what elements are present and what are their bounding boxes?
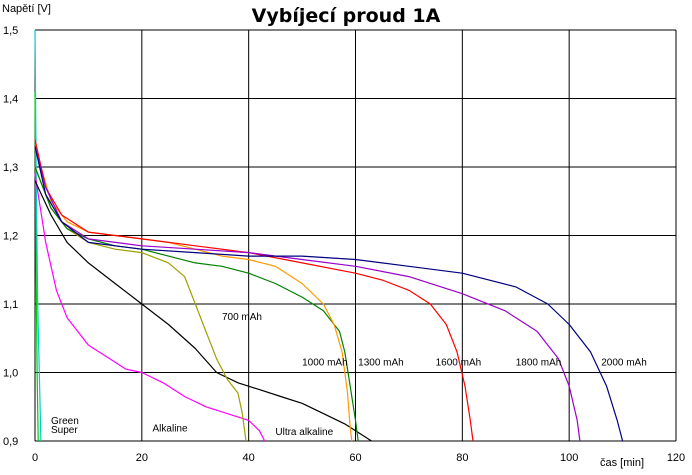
x-tick-label: 120	[667, 452, 685, 464]
y-tick-label: 1,4	[3, 94, 18, 106]
series-label: Ultra alkaline	[275, 427, 333, 438]
series-label: Super	[51, 425, 78, 436]
series-line-super	[34, 29, 42, 442]
x-tick-label: 80	[456, 452, 468, 464]
chart-title: Vybíjecí proud 1A	[252, 5, 441, 27]
tick-labels: 0 20 40 60 80 100 120 0,9 1,0 1,1 1,2 1,3 1,4 1,5	[3, 25, 685, 464]
series-lines	[34, 29, 624, 442]
series-label: 700 mAh	[222, 312, 262, 323]
y-tick-label: 1,2	[3, 231, 18, 243]
series-line-2000-mah	[34, 146, 624, 442]
series-label: 1000 mAh	[302, 358, 348, 369]
x-tick-label: 40	[243, 452, 255, 464]
y-tick-label: 1,1	[3, 299, 18, 311]
x-axis-title: čas [min]	[600, 457, 644, 469]
series-line-ultra-alkaline	[34, 180, 372, 442]
grid-lines	[34, 29, 677, 442]
series-line-700-mah	[34, 166, 247, 442]
series-label: 1800 mAh	[516, 358, 562, 369]
x-tick-label: 100	[560, 452, 578, 464]
series-label: 2000 mAh	[601, 358, 647, 369]
y-tick-label: 1,5	[3, 25, 18, 37]
series-line-1800-mah	[34, 146, 581, 442]
x-tick-label: 20	[136, 452, 148, 464]
series-label: Green	[51, 416, 79, 427]
x-tick-label: 60	[349, 452, 361, 464]
series-line-alkaline	[34, 173, 266, 442]
y-tick-label: 0,9	[3, 436, 18, 448]
series-label: 1600 mAh	[436, 358, 482, 369]
series-label: Alkaline	[153, 423, 188, 434]
series-line-1600-mah	[34, 139, 474, 442]
x-tick-label: 0	[32, 452, 38, 464]
y-axis-title: Napětí [V]	[2, 3, 51, 15]
series-label: 1300 mAh	[358, 358, 404, 369]
y-tick-label: 1,0	[3, 368, 18, 380]
y-tick-label: 1,3	[3, 162, 18, 174]
